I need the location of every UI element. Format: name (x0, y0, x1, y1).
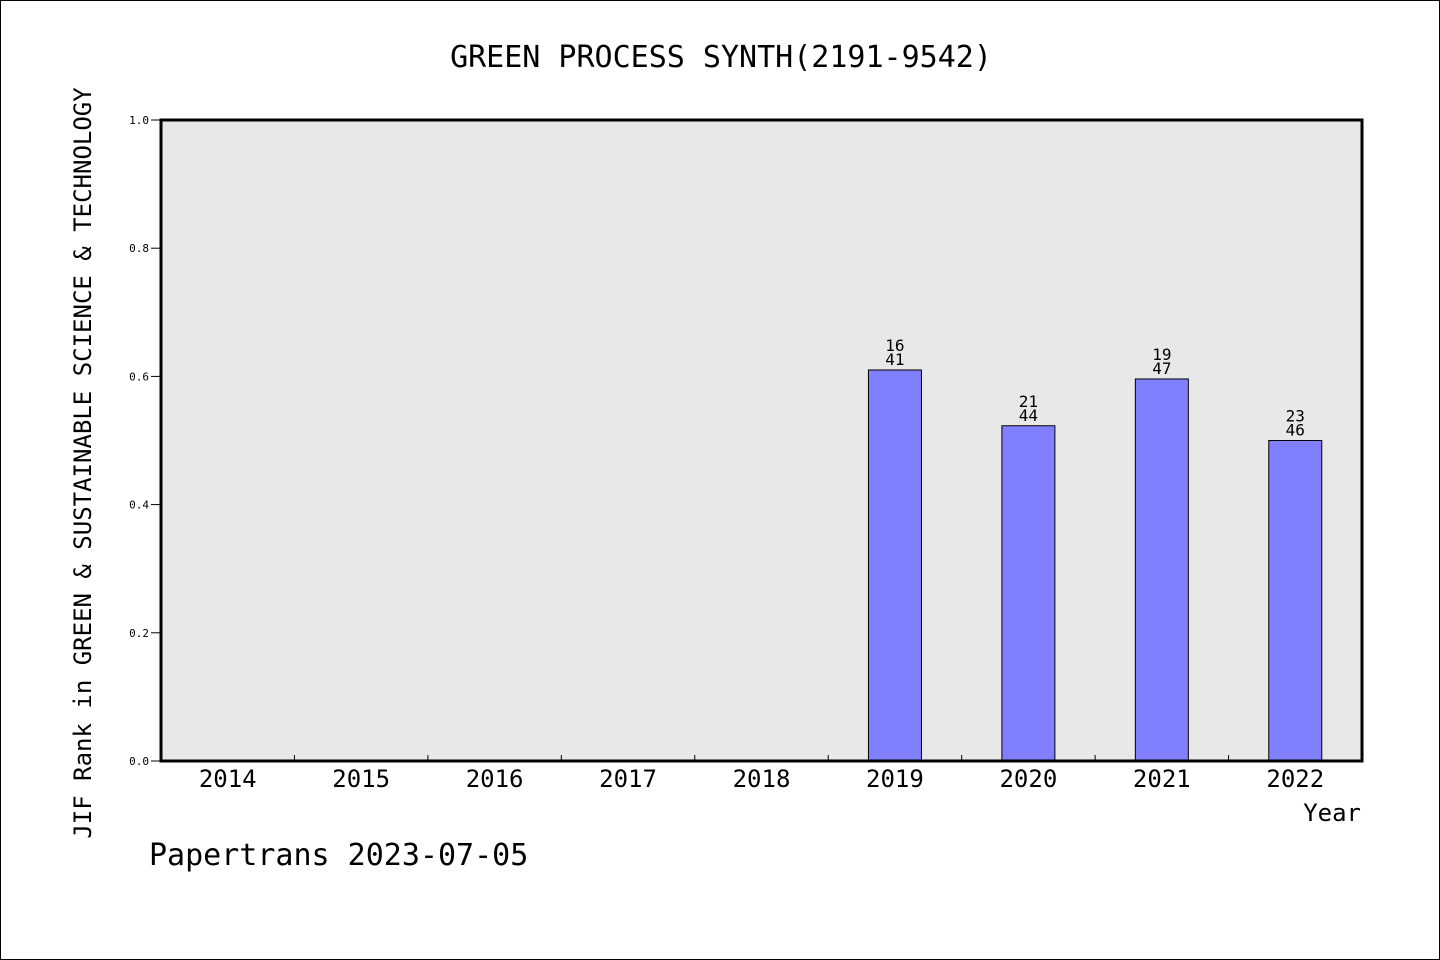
y-axis-label: JIF Rank in GREEN & SUSTAINABLE SCIENCE … (69, 87, 97, 839)
x-tick-label: 2021 (1133, 765, 1191, 793)
plot-border (159, 118, 1364, 763)
y-tick-label: 1.0 (129, 114, 149, 127)
bar-2022 (1268, 440, 1323, 762)
x-tick-label: 2018 (733, 765, 791, 793)
bar-label-rank: 23 (1286, 407, 1305, 426)
bar-label-rank: 21 (1019, 392, 1038, 411)
y-tick-label: 0.6 (129, 370, 149, 383)
footer-text: Papertrans 2023-07-05 (149, 838, 528, 873)
chart-title: GREEN PROCESS SYNTH(2191-9542) (450, 40, 992, 75)
x-ticks-group: 2014 2015 2016 2017 2018 2019 2020 2021 2022 (199, 755, 1324, 793)
y-tick-label: 0.0 (129, 755, 149, 768)
y-tick-label: 0.4 (129, 499, 149, 512)
bar-label-total: 47 (1152, 359, 1171, 378)
y-ticks-group: 0.0 0.2 0.4 0.6 0.8 1.0 (129, 114, 161, 768)
bar-label-total: 41 (885, 350, 904, 369)
x-tick-label: 2017 (599, 765, 657, 793)
bar-label-rank: 16 (885, 336, 904, 355)
bars-group (867, 369, 1323, 762)
bar-2020 (1001, 425, 1056, 762)
x-tick-label: 2020 (999, 765, 1057, 793)
bar-2019 (867, 369, 922, 762)
x-tick-label: 2015 (332, 765, 390, 793)
x-tick-label: 2016 (466, 765, 524, 793)
x-axis-label: Year (1303, 799, 1361, 827)
x-tick-label: 2019 (866, 765, 924, 793)
x-tick-label: 2014 (199, 765, 257, 793)
bar-label-total: 46 (1286, 421, 1305, 440)
y-tick-label: 0.2 (129, 627, 149, 640)
bar-label-rank: 19 (1152, 345, 1171, 364)
bar-label-total: 44 (1019, 406, 1038, 425)
y-tick-label: 0.8 (129, 242, 149, 255)
bar-2021 (1134, 378, 1189, 762)
x-tick-label: 2022 (1266, 765, 1324, 793)
